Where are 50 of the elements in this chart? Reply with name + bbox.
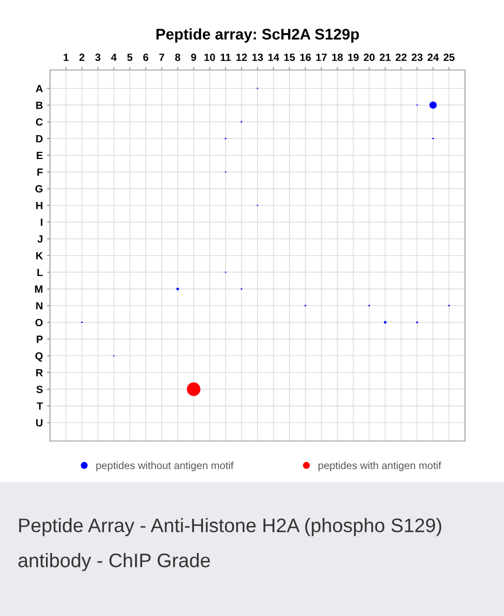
y-tick-label: N bbox=[36, 302, 42, 310]
x-tick-label: 9 bbox=[191, 54, 196, 61]
y-tick-label: L bbox=[37, 268, 43, 276]
x-tick-label: 10 bbox=[204, 54, 215, 61]
x-tick-label: 15 bbox=[284, 54, 295, 61]
x-tick-label: 19 bbox=[348, 54, 359, 61]
y-tick-label: A bbox=[36, 84, 43, 92]
y-tick-label: F bbox=[37, 168, 43, 176]
x-tick-label: 5 bbox=[127, 54, 132, 61]
x-tick-label: 12 bbox=[236, 54, 247, 61]
y-tick-label: K bbox=[36, 252, 43, 260]
x-tick-label: 8 bbox=[175, 54, 180, 61]
y-tick-label: G bbox=[35, 185, 42, 193]
y-tick-label: S bbox=[36, 386, 43, 394]
x-tick-label: 16 bbox=[300, 54, 311, 61]
y-tick-label: T bbox=[36, 402, 43, 410]
x-tick-label: 21 bbox=[380, 54, 391, 61]
x-tick-label: 20 bbox=[364, 54, 375, 61]
y-tick-label: Q bbox=[35, 352, 43, 362]
x-tick-label: 13 bbox=[252, 54, 263, 62]
y-tick-label: P bbox=[36, 336, 43, 343]
y-tick-label: B bbox=[36, 102, 43, 109]
legend-label: peptides with antigen motif bbox=[318, 462, 442, 472]
text: Peptide Array - Anti-Histone H2A (phospho S129) antibody - ChIP Grade bbox=[18, 518, 442, 572]
legend-label: peptides without antigen motif bbox=[96, 462, 234, 472]
y-tick-label: I bbox=[40, 218, 42, 226]
x-tick-label: 14 bbox=[268, 54, 280, 61]
x-tick-label: 23 bbox=[412, 54, 423, 62]
y-tick-label: E bbox=[36, 152, 43, 160]
y-tick-label: M bbox=[35, 286, 42, 293]
y-tick-label: D bbox=[36, 135, 43, 142]
x-tick-label: 7 bbox=[159, 54, 164, 61]
x-tick-label: 2 bbox=[79, 54, 84, 61]
y-tick-label: R bbox=[36, 369, 43, 376]
x-tick-label: 1 bbox=[64, 54, 69, 61]
chart-title: Peptide array: ScH2A S129p bbox=[156, 28, 359, 43]
y-tick-label: H bbox=[36, 202, 42, 210]
x-tick-label: 24 bbox=[428, 54, 439, 61]
y-tick-label: C bbox=[36, 118, 43, 126]
y-tick-label: O bbox=[35, 318, 43, 326]
x-tick-label: 11 bbox=[220, 54, 231, 61]
y-tick-label: J bbox=[37, 235, 42, 243]
x-tick-label: 4 bbox=[111, 54, 117, 61]
x-tick-label: 3 bbox=[95, 54, 100, 62]
x-tick-label: 18 bbox=[332, 54, 343, 61]
x-tick-label: 25 bbox=[444, 54, 455, 61]
x-tick-label: 6 bbox=[143, 54, 148, 61]
x-tick-label: 17 bbox=[316, 54, 327, 61]
y-tick-label: U bbox=[36, 419, 42, 426]
x-tick-label: 22 bbox=[396, 54, 407, 61]
